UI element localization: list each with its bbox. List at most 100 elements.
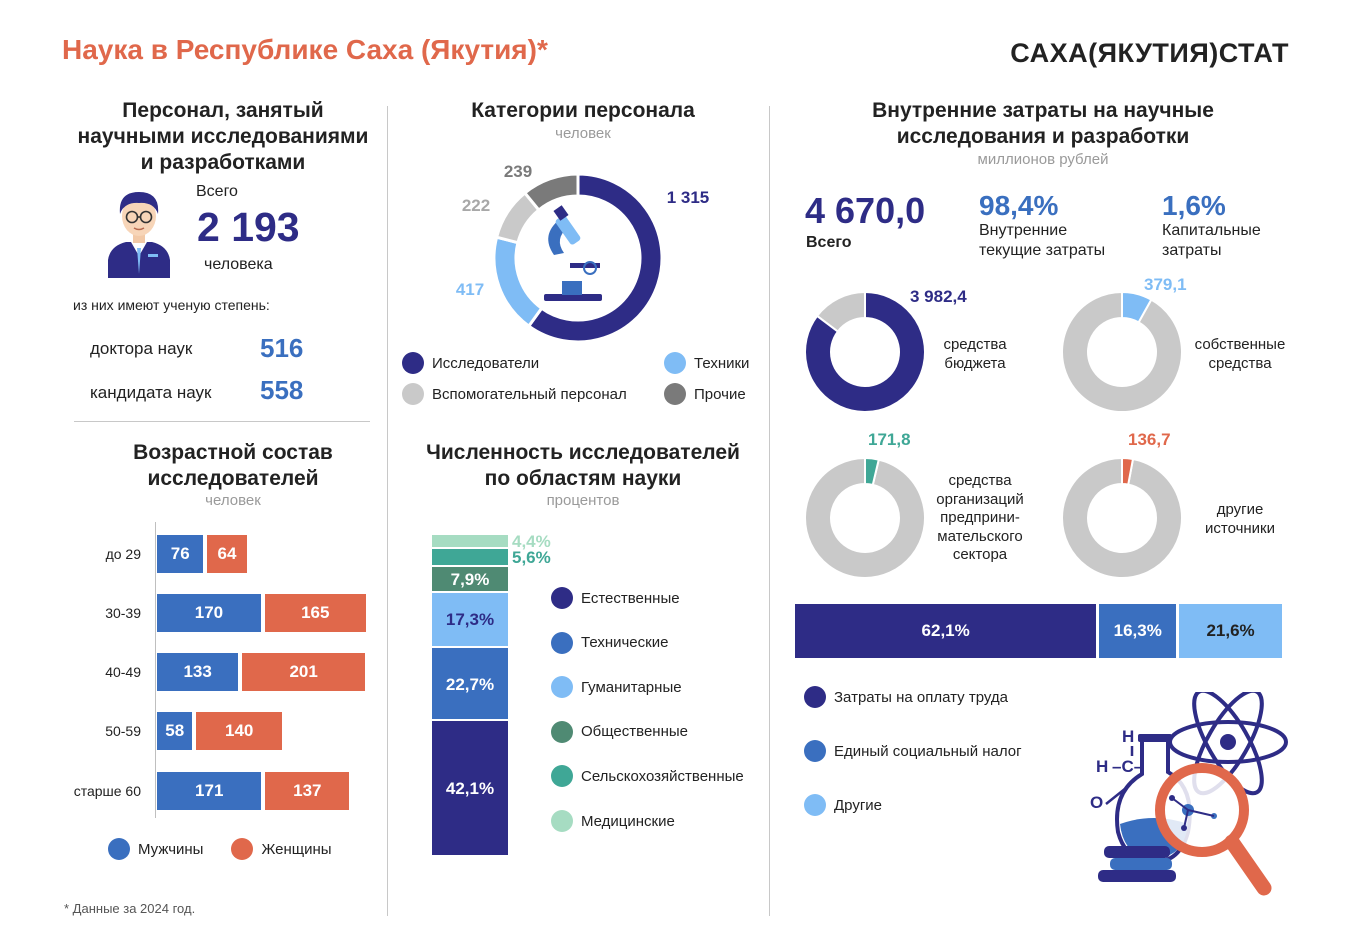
fields-heading: Численность исследователей по областям н… [390, 440, 776, 492]
age-category-label: 30-39 [105, 605, 141, 621]
cost-structure-segment: 62,1% [795, 604, 1097, 658]
current-costs-label-line-1: Внутренние [979, 222, 1068, 239]
legend-support-label: Вспомогательный персонал [432, 385, 627, 403]
doctors-value: 516 [260, 333, 304, 363]
age-category-label: 50-59 [105, 723, 141, 739]
capital-costs-label: Капитальные затраты [1162, 221, 1261, 261]
divider-right [769, 106, 770, 916]
age-bar-women: 201 [242, 653, 366, 691]
categories-donut: 1 315 417 222 239 [456, 162, 709, 344]
expenses-total-label: Всего [806, 234, 852, 251]
expenses-heading-line-2: исследования и разработки [896, 125, 1190, 148]
business-funds-label-line-3: предприни- [940, 509, 1020, 526]
budget-funds-value: 3 982,4 [910, 287, 967, 306]
capital-costs-label-line-2: затраты [1162, 242, 1222, 259]
categories-legend: Исследователи Техники Вспомогательный пе… [402, 352, 762, 412]
funding-rest-slice [1061, 456, 1183, 579]
legend-other-costs-label: Другие [834, 796, 883, 814]
own-funds-label: собственные средства [1184, 335, 1296, 373]
books-icon [1098, 846, 1176, 882]
categories-heading: Категории персонала [471, 99, 695, 122]
page-title: Наука в Республике Саха (Якутия)* [62, 34, 548, 65]
legend-other: Прочие [664, 383, 746, 405]
candidates-label: кандидата наук [90, 383, 212, 402]
age-category-label: до 29 [105, 546, 141, 562]
categories-subtitle: человек [555, 125, 611, 142]
age-bar-men: 170 [157, 594, 261, 632]
age-axis [155, 522, 156, 818]
expenses-subtitle: миллионов рублей [977, 151, 1109, 168]
current-costs-pct: 98,4% [979, 190, 1059, 221]
current-costs-label-line-2: текущие затраты [979, 242, 1106, 259]
personnel-heading-line-3: и разработками [140, 151, 306, 174]
age-heading-line-2: исследователей [147, 467, 319, 490]
categories-slice-3 [522, 172, 580, 213]
microscope-icon [544, 205, 602, 301]
cost-structure-segment: 16,3% [1099, 604, 1177, 658]
funding-source-slice [864, 456, 880, 487]
legend-technicians-label: Техники [694, 354, 750, 372]
divider-personnel [74, 421, 370, 422]
legend-support: Вспомогательный персонал [402, 383, 627, 405]
candidates-value: 558 [260, 375, 304, 405]
cost-structure-segment: 21,6% [1179, 604, 1282, 658]
budget-funds-label-line-1: средства [943, 336, 1007, 353]
fields-legend-item: Естественные [551, 587, 680, 609]
divider-left [387, 106, 388, 916]
budget-funds-donut [804, 290, 926, 413]
fields-legend-label: Гуманитарные [581, 678, 682, 696]
categories-slice-label-1: 417 [456, 280, 484, 299]
fields-subtitle: процентов [546, 492, 620, 509]
fields-legend-dot [551, 587, 573, 609]
legend-researchers: Исследователи [402, 352, 539, 374]
svg-text:O: O [1090, 793, 1103, 812]
legend-wages-label: Затраты на оплату труда [834, 688, 1008, 706]
fields-legend-item: Общественные [551, 720, 688, 743]
legend-men-label: Мужчины [138, 840, 204, 858]
fields-chart: 42,1% 22,7% 17,3% 7,9% 5,6% 4,4% [0, 0, 551, 855]
scientist-icon [108, 192, 170, 278]
legend-social-tax-label: Единый социальный налог [834, 742, 1022, 760]
age-heading: Возрастной состав исследователей [74, 440, 392, 492]
fields-legend-label: Сельскохозяйственные [581, 767, 744, 785]
other-sources-value: 136,7 [1128, 430, 1171, 449]
fields-legend-item: Гуманитарные [551, 676, 682, 699]
fields-segment [432, 567, 508, 591]
age-bar-women: 165 [264, 594, 366, 632]
expenses-total-value: 4 670,0 [805, 190, 926, 231]
personnel-heading: Персонал, занятый научными исследованиям… [60, 98, 386, 176]
fields-legend-item: Медицинские [551, 810, 675, 832]
age-bar-men: 171 [157, 772, 262, 810]
personnel-total-value: 2 193 [197, 204, 300, 250]
legend-technicians-dot [664, 352, 686, 374]
legend-women: Женщины [231, 838, 332, 860]
funding-source-slice [804, 290, 926, 413]
expenses-heading: Внутренние затраты на научные исследован… [780, 98, 1306, 150]
funding-source-slice [1121, 290, 1153, 324]
personnel-heading-line-1: Персонал, занятый [122, 99, 324, 122]
age-bar-men: 133 [157, 653, 239, 691]
legend-wages-dot [804, 686, 826, 708]
fields-segment [432, 721, 508, 855]
business-funds-donut [804, 456, 926, 579]
footnote: * Данные за 2024 год. [64, 901, 196, 916]
other-sources-label: другие источники [1186, 500, 1294, 538]
current-costs-label: Внутренние текущие затраты [979, 221, 1105, 261]
fields-legend-dot [551, 765, 573, 788]
business-funds-label-line-1: средства [948, 472, 1012, 489]
fields-heading-line-2: по областям науки [484, 467, 682, 490]
cost-structure-bar: 62,1% 16,3% 21,6% [795, 604, 1285, 658]
doctors-label: доктора наук [90, 339, 193, 358]
formula-icon: H H –C– O [1090, 727, 1143, 812]
age-bar-men: 76 [157, 535, 204, 573]
fields-legend-label: Технические [581, 634, 669, 652]
age-bar-women: 140 [196, 712, 282, 750]
legend-women-label: Женщины [261, 840, 332, 858]
age-heading-line-1: Возрастной состав [133, 441, 333, 464]
other-sources-label-line-2: источники [1204, 520, 1275, 537]
science-illustration: H H –C– O [1090, 692, 1288, 896]
legend-other-label: Прочие [694, 385, 746, 403]
svg-text:–C–: –C– [1112, 757, 1143, 776]
business-funds-label-line-4: мательского [937, 527, 1023, 545]
fields-legend-dot [551, 810, 573, 832]
